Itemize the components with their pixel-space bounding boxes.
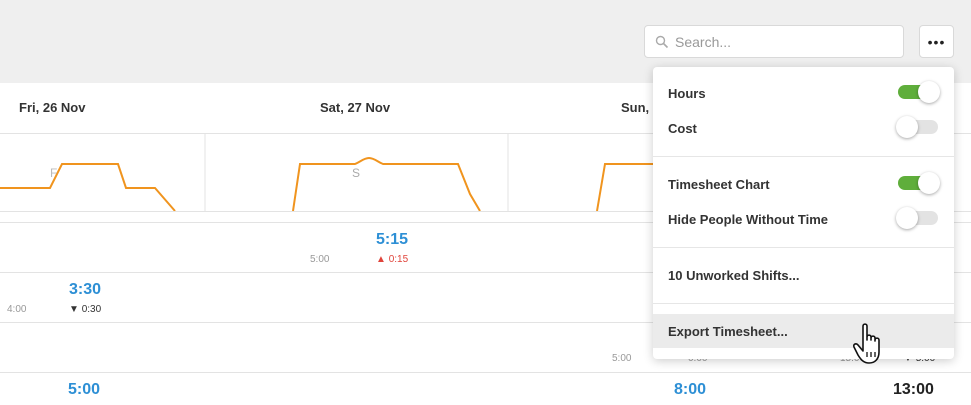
up-arrow-icon: ▲ [376, 254, 386, 265]
menu-divider [653, 303, 954, 304]
sun-scheduled-value: 5:00 [612, 353, 632, 364]
menu-item-timesheet-chart[interactable]: Timesheet Chart [653, 167, 954, 201]
hand-pointer-icon [852, 323, 880, 364]
menu-item-label: Export Timesheet... [668, 323, 788, 339]
day-header-sun: Sun, [621, 100, 650, 115]
sat-scheduled-value: 5:00 [310, 254, 330, 265]
more-icon: ••• [927, 33, 946, 50]
divider [0, 222, 971, 223]
divider [0, 272, 971, 273]
menu-item-label: 10 Unworked Shifts... [668, 267, 800, 283]
fri-hours-value[interactable]: 3:30 [69, 281, 102, 298]
timesheet-chart-toggle[interactable] [898, 172, 940, 194]
menu-item-hide-people[interactable]: Hide People Without Time [653, 202, 954, 236]
search-icon [655, 35, 669, 49]
fri-total-value[interactable]: 5:00 [68, 381, 101, 398]
chart-letter-fri: F [50, 166, 58, 180]
day-header-row [0, 83, 971, 134]
divider [0, 211, 971, 212]
fri-hours-line [0, 163, 176, 212]
menu-item-label: Timesheet Chart [668, 176, 770, 192]
menu-item-label: Hide People Without Time [668, 211, 828, 227]
menu-divider [653, 156, 954, 157]
down-arrow-icon: ▼ [69, 304, 79, 315]
cost-toggle[interactable] [896, 116, 938, 138]
options-menu: Hours Cost Timesheet Chart Hide People W… [653, 67, 954, 359]
hide-people-toggle[interactable] [896, 207, 938, 229]
menu-item-unworked-shifts[interactable]: 10 Unworked Shifts... [653, 258, 954, 292]
divider [0, 372, 971, 373]
search-input[interactable] [675, 26, 895, 57]
chart-letter-sat: S [352, 166, 361, 180]
day-header-sat: Sat, 27 Nov [320, 100, 391, 115]
menu-item-label: Cost [668, 120, 697, 136]
day-header-fri: Fri, 26 Nov [19, 100, 86, 115]
sat-hours-line [292, 156, 481, 212]
menu-item-cost[interactable]: Cost [653, 111, 954, 145]
sat-delta: ▲ 0:15 [376, 254, 408, 265]
menu-item-hours[interactable]: Hours [653, 76, 954, 110]
menu-item-export-timesheet[interactable]: Export Timesheet... [653, 314, 954, 348]
more-options-button[interactable]: ••• [919, 25, 954, 58]
search-box[interactable] [644, 25, 904, 58]
week-total-value: 13:00 [893, 381, 934, 398]
fri-scheduled-value: 4:00 [7, 304, 27, 315]
sun-total-value[interactable]: 8:00 [674, 381, 707, 398]
fri-delta-value: 0:30 [81, 304, 102, 315]
hours-toggle[interactable] [898, 81, 940, 103]
menu-divider [653, 247, 954, 248]
menu-item-label: Hours [668, 85, 706, 101]
timesheet-chart: F S [0, 134, 971, 212]
divider [0, 322, 971, 323]
sat-delta-value: 0:15 [388, 254, 409, 265]
sun-hours-line [596, 163, 660, 212]
fri-delta: ▼ 0:30 [69, 304, 101, 315]
sat-hours-value[interactable]: 5:15 [376, 231, 409, 248]
